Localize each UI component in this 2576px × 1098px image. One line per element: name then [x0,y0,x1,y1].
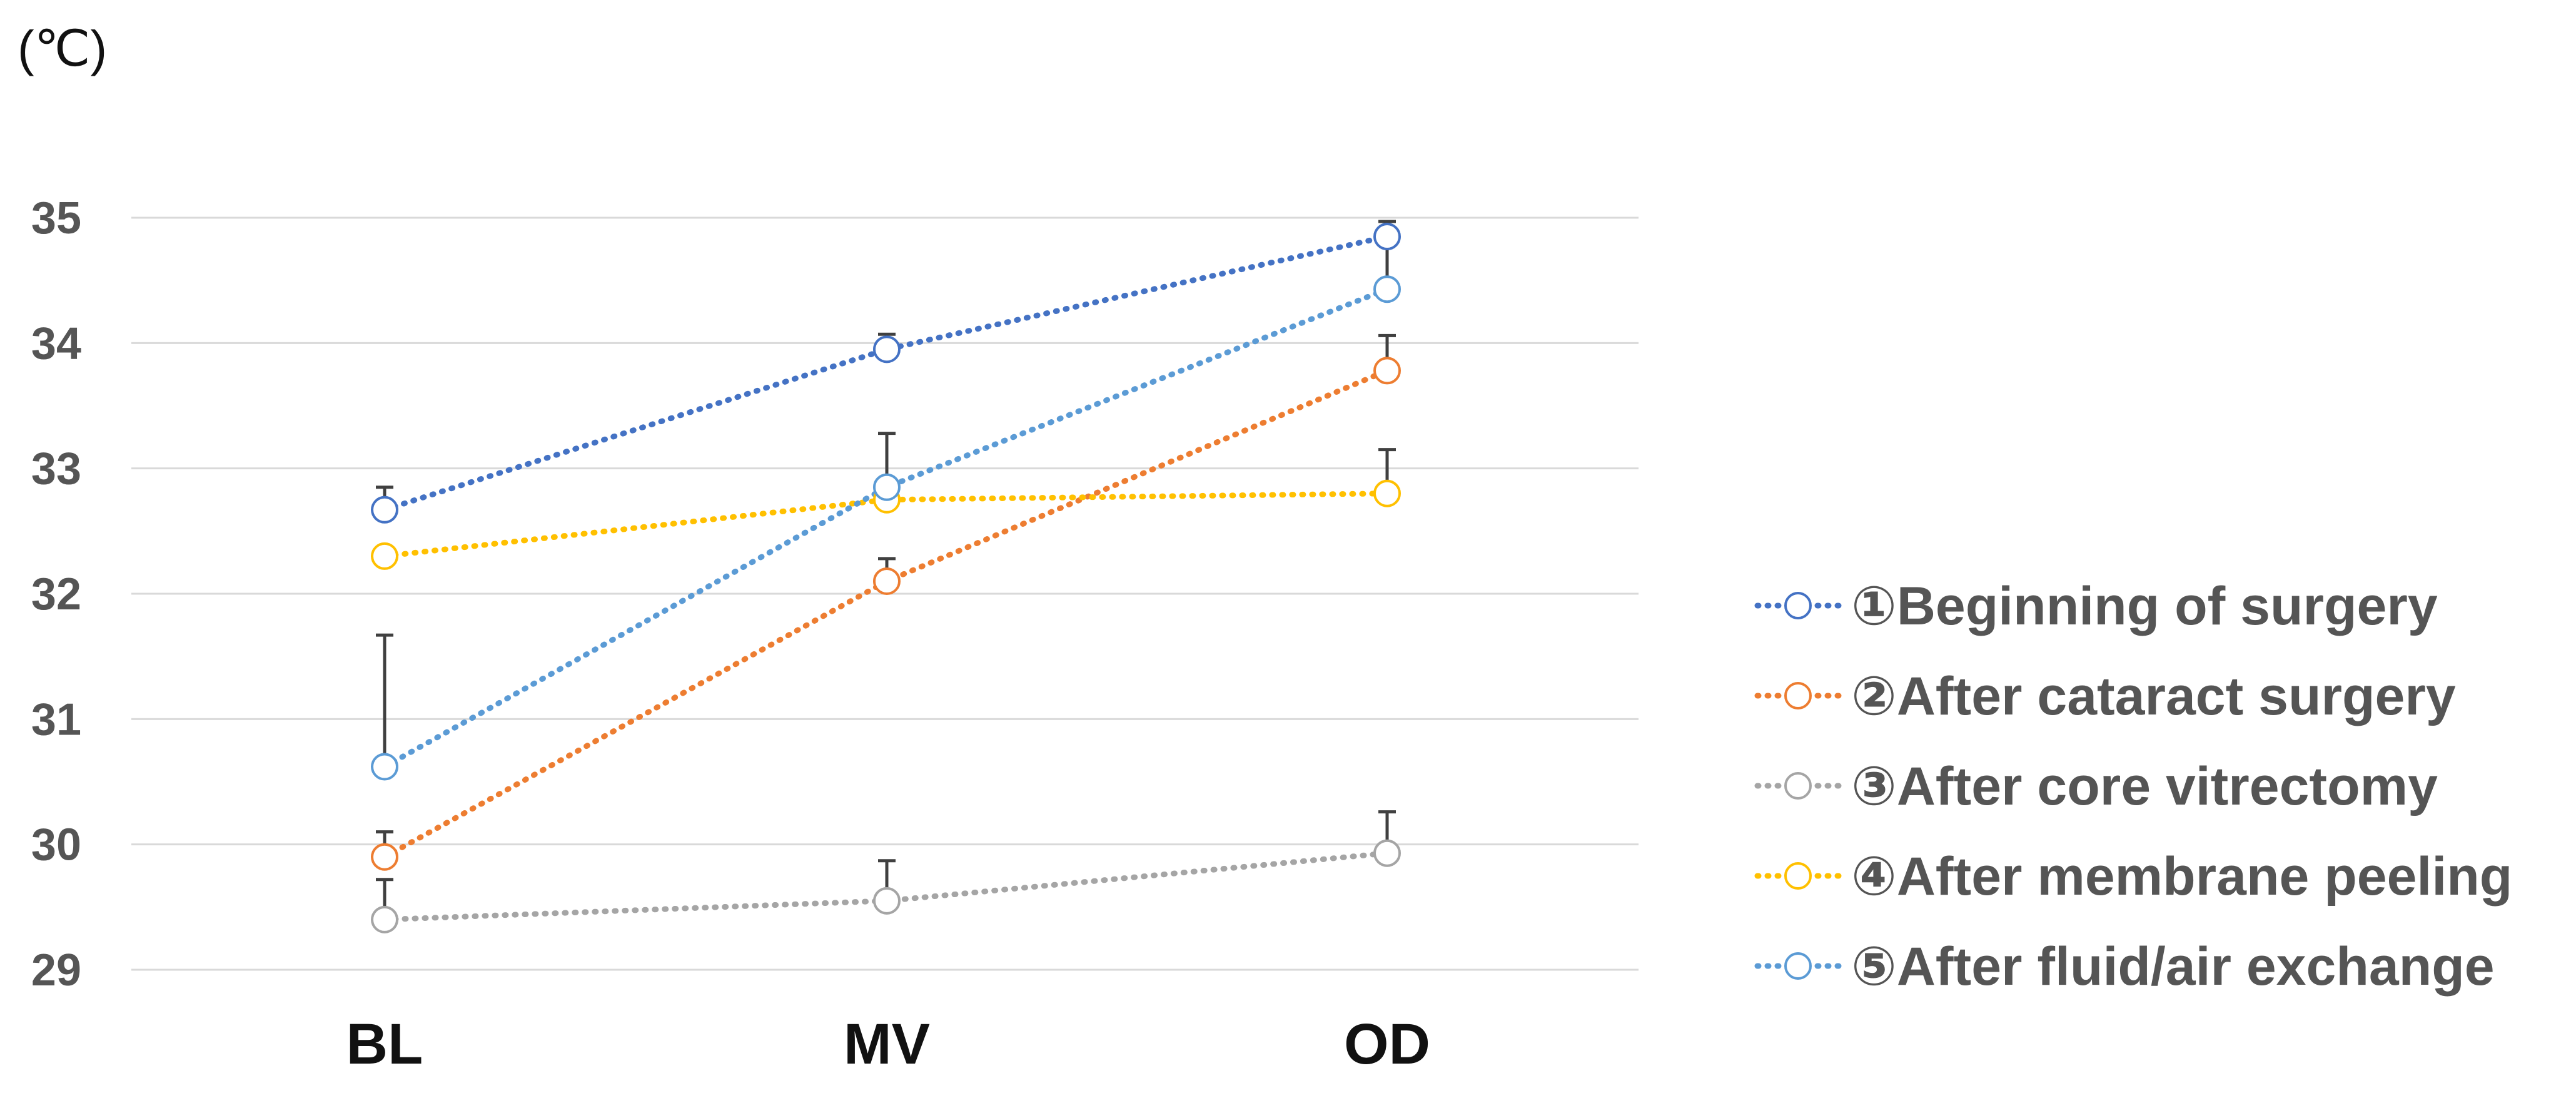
y-tick-label: 33 [31,444,81,494]
legend-entry: ⑤After fluid/air exchange [1754,937,2495,997]
legend-swatch-marker [1784,772,1812,800]
legend-label: ③After core vitrectomy [1851,756,2438,816]
series-markers [371,223,1401,933]
y-tick-label: 32 [31,569,81,619]
y-tick-label: 30 [31,820,81,870]
data-point [873,887,901,915]
legend-label: ①Beginning of surgery [1851,576,2438,636]
y-unit-label: (℃) [18,21,107,76]
data-point [873,335,901,363]
data-point [1373,479,1401,507]
x-tick-label: BL [346,1012,423,1076]
series-line [381,233,1390,513]
legend-entry: ④After membrane peeling [1754,846,2512,907]
legend-swatch-marker [1784,862,1812,890]
data-point [873,567,901,595]
error-bar [376,633,393,767]
legend-entry: ③After core vitrectomy [1754,756,2438,816]
y-tick-labels: 29 30 31 32 33 34 35 [31,193,81,995]
data-point [371,843,398,871]
legend-label: ②After cataract surgery [1851,666,2456,726]
legend: ①Beginning of surgery ②After cataract sur… [1754,576,2512,997]
data-point [371,496,398,524]
data-point [1373,275,1401,303]
y-tick-label: 29 [31,945,81,995]
legend-swatch-marker [1784,952,1812,980]
x-tick-label: MV [844,1012,930,1076]
data-point [1373,357,1401,385]
y-tick-label: 34 [31,318,81,369]
legend-label: ⑤After fluid/air exchange [1851,937,2495,997]
x-tick-labels: BL MV OD [346,1012,1430,1076]
legend-swatch-marker [1784,682,1812,709]
x-tick-label: OD [1344,1012,1430,1076]
legend-entry: ①Beginning of surgery [1754,576,2438,636]
y-tick-label: 35 [31,193,81,243]
data-point [1373,839,1401,867]
data-point [1373,223,1401,251]
data-point [371,542,398,570]
legend-label: ④After membrane peeling [1851,846,2512,907]
y-tick-label: 31 [31,694,81,745]
series-line [381,491,1390,559]
legend-entry: ②After cataract surgery [1754,666,2456,726]
data-point [371,905,398,933]
data-point [371,753,398,781]
data-point [873,473,901,501]
legend-swatch-marker [1784,592,1812,619]
series-line [381,286,1390,770]
